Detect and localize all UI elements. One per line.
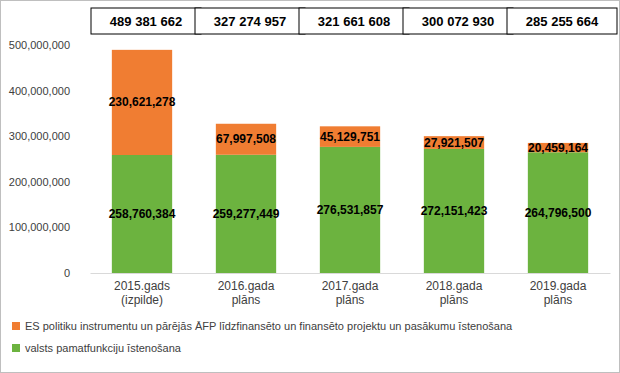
y-axis: 0 100,000,000 200,000,000 300,000,000 400,00… — [9, 39, 79, 279]
category-label: 2019.gadaplāns — [530, 279, 587, 307]
total-label: 327 274 957 — [214, 14, 286, 29]
bar-segment — [320, 126, 380, 147]
y-tick-label: 100,000,000 — [9, 221, 70, 233]
total-box — [507, 8, 617, 34]
data-label: 67,997,508 — [216, 132, 276, 146]
legend-swatch — [12, 344, 20, 352]
y-tick: 200,000,000 — [9, 176, 78, 188]
total-label: 489 381 662 — [110, 14, 182, 29]
chart: 0 100,000,000 200,000,000 300,000,000 400,00… — [0, 0, 620, 373]
y-tick: 100,000,000 — [9, 221, 78, 233]
legend: ES politiku instrumentu un pārējās ĀFP l… — [12, 320, 513, 354]
y-axis-line — [78, 46, 79, 274]
y-tick: 500,000,000 — [9, 39, 78, 51]
y-tick: 0 — [64, 267, 78, 279]
data-label: 20,459,164 — [528, 141, 588, 155]
legend-swatch — [12, 322, 20, 330]
data-label: 276,531,857 — [317, 203, 384, 217]
legend-label: valsts pamatfunkciju īstenošana — [25, 342, 182, 354]
legend-label: ES politiku instrumentu un pārējās ĀFP l… — [25, 320, 513, 332]
bar-segment — [216, 124, 276, 155]
data-label: 45,129,751 — [320, 130, 380, 144]
category-labels: 2015.gads(izpilde) 2016.gadaplāns 2017.gad… — [114, 279, 587, 307]
category-label: 2016.gadaplāns — [218, 279, 275, 307]
data-labels: 258,760,384 230,621,278 259,277,449 67,997,… — [109, 95, 592, 221]
category-label: 2015.gads(izpilde) — [114, 279, 170, 307]
chart-frame — [1, 1, 620, 373]
y-tick-label: 200,000,000 — [9, 176, 70, 188]
data-label: 258,760,384 — [109, 207, 176, 221]
bar-segment — [424, 136, 484, 149]
y-tick-label: 300,000,000 — [9, 130, 70, 142]
total-box — [195, 8, 305, 34]
totals: 489 381 662 327 274 957 321 661 608 300 072… — [91, 8, 617, 34]
x-axis-line — [91, 273, 611, 274]
y-tick-label: 0 — [64, 267, 70, 279]
y-tick: 400,000,000 — [9, 85, 78, 97]
data-label: 230,621,278 — [109, 95, 176, 109]
bars — [112, 50, 588, 273]
y-tick: 300,000,000 — [9, 130, 78, 142]
x-axis — [91, 273, 611, 275]
data-label: 264,796,500 — [525, 206, 592, 220]
total-label: 321 661 608 — [318, 14, 390, 29]
total-label: 285 255 664 — [526, 14, 599, 29]
y-tick-label: 400,000,000 — [9, 85, 70, 97]
total-box — [91, 8, 201, 34]
total-box — [299, 8, 409, 34]
category-label: 2018.gadaplāns — [426, 279, 483, 307]
y-tick-label: 500,000,000 — [9, 39, 70, 51]
total-box — [403, 8, 513, 34]
data-label: 272,151,423 — [421, 204, 488, 218]
data-label: 259,277,449 — [213, 207, 280, 221]
total-label: 300 072 930 — [422, 14, 494, 29]
category-label: 2017.gadaplāns — [322, 279, 379, 307]
data-label: 27,921,507 — [424, 136, 484, 150]
